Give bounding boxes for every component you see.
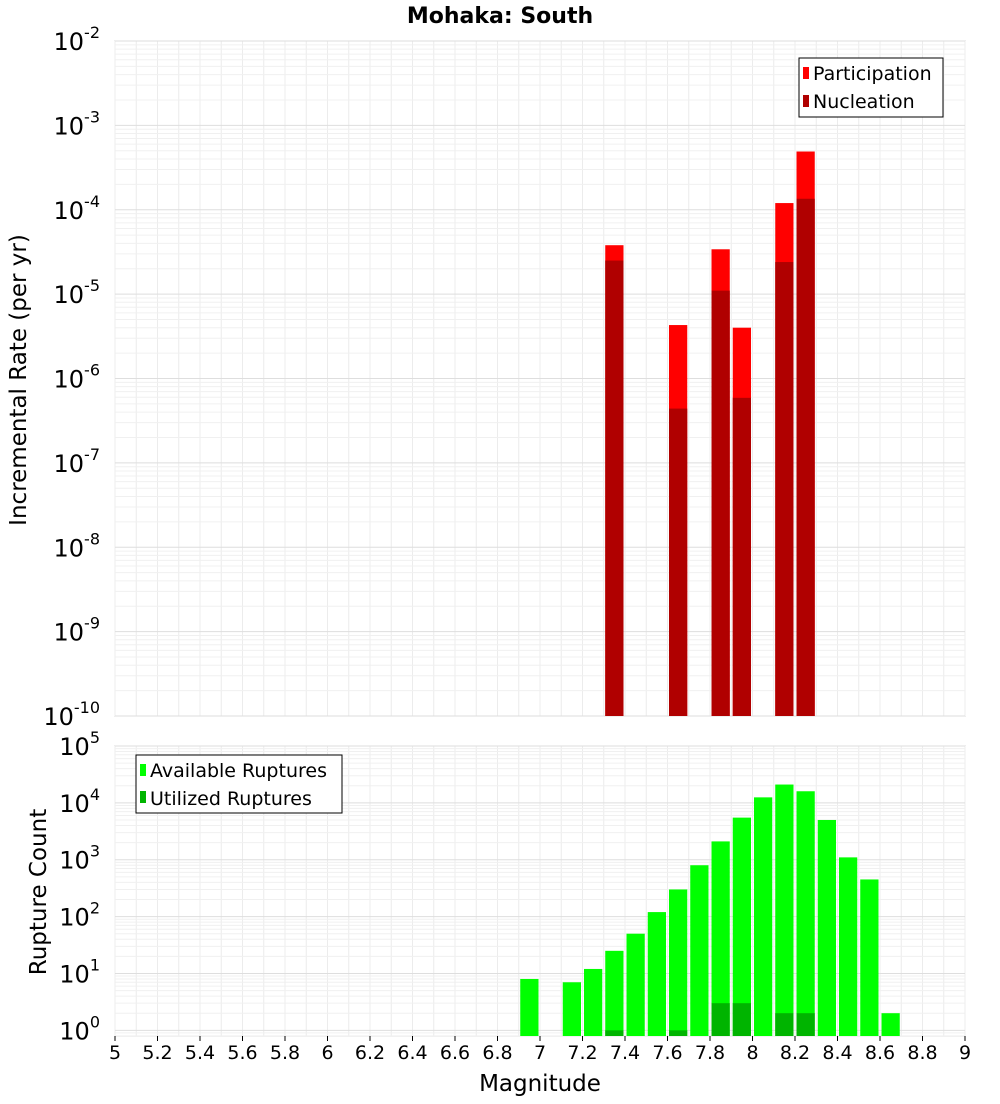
bottom-y-tick-label: 101 — [59, 955, 100, 988]
x-tick-label: 5.6 — [227, 1042, 257, 1064]
bottom-bar-available-ruptures — [605, 950, 624, 1036]
bottom-y-tick-label: 104 — [59, 785, 100, 818]
top-bar-nucleation — [775, 262, 794, 716]
x-tick-label: 7.8 — [695, 1042, 725, 1064]
legend-swatch-participation — [803, 67, 809, 79]
x-tick-label: 6 — [321, 1042, 333, 1064]
top-y-tick-label: 10-2 — [54, 23, 101, 56]
top-y-tick-label: 10-5 — [54, 276, 101, 309]
top-y-tick-label: 10-4 — [54, 192, 101, 225]
top-bar-nucleation — [605, 260, 624, 716]
x-tick-label: 8.8 — [907, 1042, 937, 1064]
bottom-bar-available-ruptures — [562, 982, 581, 1036]
x-tick-label: 6.4 — [397, 1042, 427, 1064]
bottom-bar-utilized-ruptures — [796, 1013, 815, 1036]
bottom-bar-available-ruptures — [775, 784, 794, 1036]
bottom-bar-available-ruptures — [860, 879, 879, 1036]
x-tick-labels: 5 5.2 5.4 5.6 5.8 6 6.2 6.4 6.6 6.8 7 7.2 7.4 7.6 7.8 8… — [109, 1036, 971, 1064]
x-tick-label: 8.4 — [822, 1042, 852, 1064]
x-tick-label: 5.2 — [142, 1042, 172, 1064]
top-legend: Participation Nucleation — [798, 57, 944, 118]
bottom-y-tick-labels: 105 104 103 102 101 100 — [59, 728, 100, 1045]
bottom-bar-available-ruptures — [839, 857, 858, 1036]
top-legend-box — [798, 57, 944, 118]
x-tick-label: 7 — [534, 1042, 546, 1064]
bottom-bar-utilized-ruptures — [605, 1030, 624, 1036]
bottom-bar-utilized-ruptures — [775, 1013, 794, 1036]
bottom-bar-utilized-ruptures — [669, 1030, 688, 1036]
legend-swatch-utilized — [140, 791, 146, 803]
bottom-bar-available-ruptures — [796, 791, 815, 1036]
x-tick-label: 6.8 — [482, 1042, 512, 1064]
x-tick-label: 5.4 — [185, 1042, 215, 1064]
top-y-tick-label: 10-8 — [54, 529, 101, 562]
bottom-bar-available-ruptures — [520, 978, 539, 1036]
legend-label-utilized: Utilized Ruptures — [150, 788, 312, 810]
chart-title: Mohaka: South — [407, 4, 593, 29]
bottom-bar-available-ruptures — [754, 797, 773, 1036]
bottom-bar-available-ruptures — [732, 817, 751, 1036]
top-bar-nucleation — [732, 397, 751, 716]
top-grid — [114, 40, 966, 717]
x-tick-label: 6.6 — [440, 1042, 470, 1064]
bottom-bar-available-ruptures — [647, 912, 666, 1036]
x-tick-label: 8 — [746, 1042, 758, 1064]
x-tick-label: 8.6 — [865, 1042, 895, 1064]
top-y-tick-label: 10-9 — [54, 614, 101, 647]
bottom-bar-utilized-ruptures — [732, 1003, 751, 1036]
top-y-tick-label: 10-6 — [54, 361, 101, 394]
legend-swatch-available — [140, 764, 146, 776]
bottom-bar-available-ruptures — [881, 1013, 900, 1036]
bottom-bar-available-ruptures — [817, 819, 836, 1036]
bottom-bar-available-ruptures — [711, 841, 730, 1036]
legend-label-participation: Participation — [813, 63, 932, 85]
legend-swatch-nucleation — [803, 95, 809, 107]
bottom-y-axis-label: Rupture Count — [26, 809, 52, 975]
bottom-bar-utilized-ruptures — [711, 1003, 730, 1036]
top-bars — [605, 151, 815, 716]
top-y-tick-label: 10-3 — [54, 107, 101, 140]
bottom-y-tick-label: 102 — [59, 899, 100, 932]
top-bar-nucleation — [711, 290, 730, 716]
x-tick-label: 5.8 — [270, 1042, 300, 1064]
top-y-tick-label: 10-10 — [43, 698, 100, 731]
top-y-axis-label: Incremental Rate (per yr) — [6, 234, 32, 526]
bottom-bar-available-ruptures — [690, 865, 709, 1036]
bottom-y-tick-label: 103 — [59, 842, 100, 875]
x-tick-label: 7.4 — [610, 1042, 640, 1064]
x-tick-label: 7.2 — [567, 1042, 597, 1064]
bottom-bar-available-ruptures — [669, 889, 688, 1036]
bottom-legend-box — [135, 754, 343, 814]
legend-label-nucleation: Nucleation — [813, 91, 915, 113]
x-axis-label: Magnitude — [479, 1071, 601, 1097]
top-bar-nucleation — [796, 198, 815, 716]
x-tick-label: 8.2 — [780, 1042, 810, 1064]
x-tick-label: 6.2 — [355, 1042, 385, 1064]
x-tick-label: 9 — [959, 1042, 971, 1064]
top-y-tick-labels: 10-2 10-3 10-4 10-5 10-6 10-7 10-8 10-9 10-10 — [43, 23, 100, 731]
x-tick-label: 7.6 — [652, 1042, 682, 1064]
bottom-bar-available-ruptures — [626, 933, 645, 1036]
bottom-bar-available-ruptures — [584, 968, 603, 1036]
bottom-bars — [520, 784, 900, 1036]
top-y-tick-label: 10-7 — [54, 445, 101, 478]
bottom-y-tick-label: 105 — [59, 728, 100, 761]
top-bar-nucleation — [669, 408, 688, 716]
legend-label-available: Available Ruptures — [150, 760, 327, 782]
bottom-legend: Available Ruptures Utilized Ruptures — [135, 754, 343, 814]
x-tick-label: 5 — [109, 1042, 121, 1064]
bottom-y-tick-label: 100 — [59, 1012, 100, 1045]
